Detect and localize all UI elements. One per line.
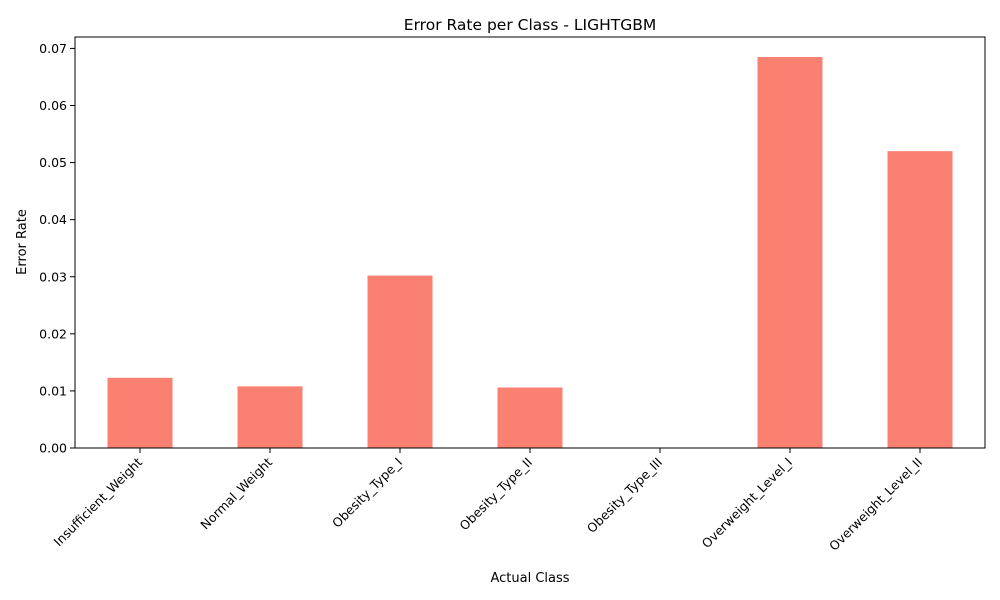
bar-insufficient-weight [107,377,173,448]
y-axis: 0.00 0.01 0.02 0.03 0.04 0.05 0.06 0.07 [39,41,75,456]
y-tick-label: 0.07 [39,41,67,56]
y-tick-label: 0.03 [39,269,67,284]
x-tick-label: Overweight_Level_I [699,455,795,551]
bar-overweight-level-ii [887,151,953,448]
plot-frame [74,36,986,449]
y-tick-label: 0.05 [39,155,67,170]
y-tick-label: 0.06 [39,98,67,113]
y-tick-label: 0.02 [39,326,67,341]
bar-overweight-level-i [757,56,823,449]
chart-title: Error Rate per Class - LIGHTGBM [404,16,656,34]
bar-normal-weight [237,386,303,448]
bar-obesity-type-ii [497,387,563,448]
x-tick-label: Overweight_Level_II [826,455,925,554]
bars [107,56,953,449]
x-tick-label: Obesity_Type_III [584,455,665,536]
x-tick-label: Insufficient_Weight [51,454,146,549]
y-tick-label: 0.01 [39,383,67,398]
y-axis-label: Error Rate [15,209,30,275]
x-tick-label: Normal_Weight [197,454,275,532]
x-axis-label: Actual Class [490,571,569,586]
x-axis: Insufficient_Weight Normal_Weight Obesity_… [51,448,925,554]
x-tick-label: Obesity_Type_I [329,455,405,531]
bar-obesity-type-i [367,275,433,448]
y-tick-label: 0.04 [39,212,67,227]
y-tick-label: 0.00 [39,441,67,456]
x-tick-label: Obesity_Type_II [456,455,535,534]
